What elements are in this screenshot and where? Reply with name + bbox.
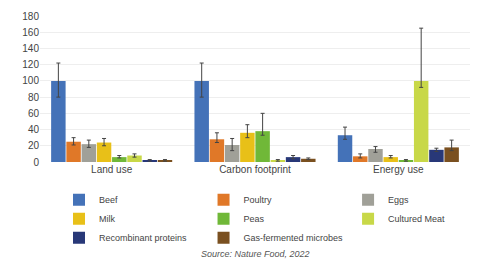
svg-text:Source: Nature Food, 2022: Source: Nature Food, 2022: [201, 249, 310, 259]
svg-text:Recombinant proteins: Recombinant proteins: [99, 233, 187, 243]
svg-text:Cultured Meat: Cultured Meat: [388, 214, 445, 224]
svg-text:0: 0: [33, 157, 39, 168]
svg-text:Peas: Peas: [244, 214, 265, 224]
svg-text:Gas-fermented microbes: Gas-fermented microbes: [244, 233, 344, 243]
svg-text:Eggs: Eggs: [388, 195, 409, 205]
svg-text:160: 160: [22, 27, 39, 38]
svg-text:Land use: Land use: [91, 164, 133, 175]
svg-text:140: 140: [22, 43, 39, 54]
svg-text:Poultry: Poultry: [244, 195, 273, 205]
svg-text:40: 40: [28, 124, 40, 135]
svg-text:100: 100: [22, 75, 39, 86]
svg-text:60: 60: [28, 108, 40, 119]
svg-text:20: 20: [28, 140, 40, 151]
svg-text:120: 120: [22, 59, 39, 70]
svg-text:180: 180: [22, 11, 39, 22]
svg-text:Energy use: Energy use: [373, 164, 424, 175]
svg-text:80: 80: [28, 92, 40, 103]
svg-text:Carbon footprint: Carbon footprint: [219, 164, 291, 175]
svg-text:Milk: Milk: [99, 214, 115, 224]
svg-text:Beef: Beef: [99, 195, 118, 205]
